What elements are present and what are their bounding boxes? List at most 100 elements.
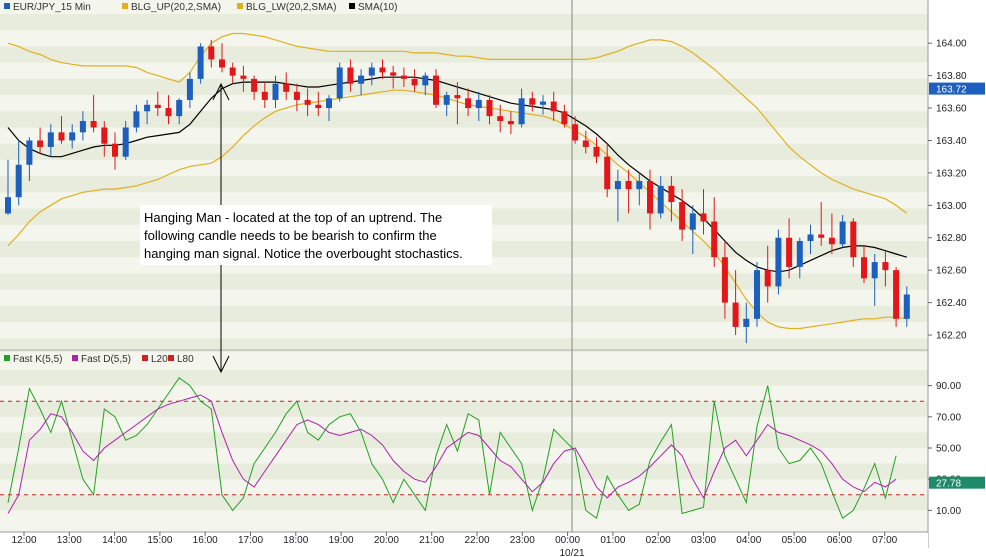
legend-swatch bbox=[349, 3, 355, 9]
candle-body bbox=[882, 262, 889, 271]
legend-label: BLG_UP(20,2,SMA) bbox=[131, 2, 221, 13]
candle-body bbox=[347, 67, 354, 84]
candle-body bbox=[529, 98, 536, 105]
candle-body bbox=[293, 91, 300, 100]
time-tick-label: 14:00 bbox=[102, 535, 127, 546]
price-tick-label: 163.40 bbox=[936, 136, 967, 147]
candle-body bbox=[572, 124, 579, 141]
candle-body bbox=[315, 104, 322, 109]
candle-body bbox=[304, 99, 311, 105]
candle-body bbox=[807, 234, 814, 241]
date-sub-label: 10/21 bbox=[559, 548, 584, 557]
price-tick-label: 163.80 bbox=[936, 71, 967, 82]
time-tick-label: 13:00 bbox=[57, 535, 82, 546]
candle-body bbox=[400, 75, 407, 79]
annotation-box bbox=[140, 205, 492, 265]
candle-body bbox=[625, 181, 632, 190]
time-tick-label: 06:00 bbox=[827, 535, 852, 546]
candle-body bbox=[475, 99, 482, 109]
candle-body bbox=[486, 99, 493, 117]
osc-legend-swatch bbox=[142, 355, 148, 361]
candlesticks bbox=[5, 39, 910, 344]
current-osc-label: 27.78 bbox=[936, 479, 961, 490]
current-price-badge bbox=[929, 82, 985, 95]
candle-body bbox=[122, 127, 129, 157]
candle-body bbox=[358, 75, 365, 84]
candle-body bbox=[165, 108, 172, 117]
candle-body bbox=[582, 140, 589, 147]
legends: EUR/JPY_15 Min BLG_UP(20,2,SMA) BLG_LW(20,… bbox=[4, 2, 397, 365]
osc-band bbox=[0, 401, 928, 417]
osc-tick-label: 10.00 bbox=[936, 506, 961, 517]
time-tick-label: 05:00 bbox=[782, 535, 807, 546]
osc-legend-swatch bbox=[72, 355, 78, 361]
candle-body bbox=[390, 72, 397, 76]
candle-body bbox=[37, 140, 44, 147]
price-tick-label: 163.00 bbox=[936, 201, 967, 212]
candle-body bbox=[647, 181, 653, 214]
time-tick-label: 02:00 bbox=[646, 535, 671, 546]
candle-body bbox=[721, 257, 728, 303]
candle-body bbox=[679, 202, 686, 230]
annotation-line: Hanging Man - located at the top of an u… bbox=[144, 210, 442, 225]
candle-body bbox=[5, 197, 11, 214]
annotation-callout: Hanging Man - located at the top of an u… bbox=[140, 82, 492, 374]
candle-body bbox=[732, 302, 739, 327]
candle-body bbox=[764, 270, 771, 287]
bollinger-upper-line bbox=[7, 32, 908, 214]
candle-body bbox=[283, 83, 290, 92]
price-pane-background bbox=[0, 0, 928, 355]
candle-body bbox=[903, 294, 910, 319]
candle-body bbox=[540, 101, 546, 105]
price-tick-label: 162.20 bbox=[936, 331, 967, 342]
legend-swatch bbox=[237, 3, 243, 9]
current-price-label: 163.72 bbox=[936, 85, 967, 96]
candle-body bbox=[775, 237, 782, 287]
osc-legend-label: L20 bbox=[151, 354, 168, 365]
price-band bbox=[0, 273, 928, 290]
osc-legend-swatch bbox=[168, 355, 174, 361]
candle-body bbox=[433, 75, 439, 105]
candle-body bbox=[79, 121, 86, 133]
time-tick-label: 12:00 bbox=[11, 535, 36, 546]
candle-body bbox=[700, 213, 707, 222]
legend-label: BLG_LW(20,2,SMA) bbox=[246, 2, 336, 13]
osc-legend-label: L80 bbox=[177, 354, 194, 365]
candle-body bbox=[454, 95, 461, 99]
time-tick-label: 03:00 bbox=[691, 535, 716, 546]
osc-tick-label: 70.00 bbox=[936, 412, 961, 423]
current-osc-badge bbox=[929, 476, 985, 489]
candle-body bbox=[839, 221, 846, 245]
candle-body bbox=[208, 46, 215, 60]
time-tick-label: 18:00 bbox=[283, 535, 308, 546]
candle-body bbox=[668, 185, 675, 203]
candle-body bbox=[871, 262, 878, 279]
time-tick-label: 16:00 bbox=[193, 535, 218, 546]
candle-body bbox=[240, 75, 247, 79]
candle-body bbox=[15, 164, 22, 198]
candle-body bbox=[229, 67, 236, 76]
candle-body bbox=[593, 146, 600, 157]
time-tick-label: 19:00 bbox=[329, 535, 354, 546]
candle-body bbox=[379, 67, 386, 73]
price-tick-label: 162.60 bbox=[936, 266, 967, 277]
candle-body bbox=[604, 156, 611, 190]
candle-body bbox=[251, 78, 258, 92]
legend-swatch bbox=[122, 3, 128, 9]
time-tick-label: 07:00 bbox=[872, 535, 897, 546]
candle-body bbox=[711, 221, 718, 258]
time-tick-label: 00:00 bbox=[555, 535, 580, 546]
candle-body bbox=[796, 240, 803, 267]
candle-body bbox=[689, 213, 696, 230]
candle-body bbox=[261, 91, 268, 100]
time-tick-label: 23:00 bbox=[510, 535, 535, 546]
price-tick-label: 164.00 bbox=[936, 39, 967, 50]
time-tick-label: 21:00 bbox=[419, 535, 444, 546]
candle-body bbox=[636, 181, 643, 190]
up-arrow-head bbox=[212, 82, 230, 101]
candle-body bbox=[818, 234, 825, 238]
price-band bbox=[0, 305, 928, 323]
candle-body bbox=[176, 99, 183, 117]
candle-body bbox=[326, 98, 332, 109]
down-arrow-head bbox=[212, 355, 230, 374]
